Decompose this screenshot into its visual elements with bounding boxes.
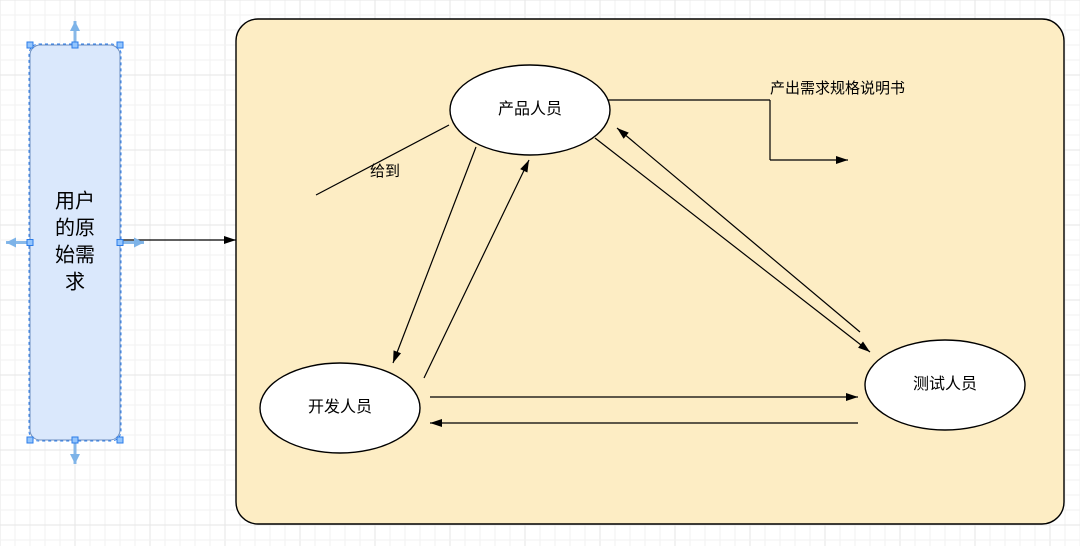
resize-handle[interactable] xyxy=(117,437,123,443)
resize-handle[interactable] xyxy=(27,42,33,48)
connect-arrow-up[interactable] xyxy=(70,21,80,43)
user-requirement-label-line: 用户 xyxy=(55,189,95,212)
resize-handle[interactable] xyxy=(27,240,33,246)
node-dev[interactable]: 开发人员 xyxy=(260,363,420,453)
node-label-product: 产品人员 xyxy=(498,100,562,118)
user-requirement-label-line: 的原 xyxy=(55,216,95,239)
user-requirement-label-line: 始需 xyxy=(55,243,95,266)
node-label-test: 测试人员 xyxy=(913,375,977,393)
resize-handle[interactable] xyxy=(72,42,78,48)
resize-handle[interactable] xyxy=(72,437,78,443)
edge-label-label-given: 给到 xyxy=(370,163,400,180)
node-product[interactable]: 产品人员 xyxy=(450,65,610,155)
node-user-requirement[interactable]: 用户的原始需求 xyxy=(6,21,144,464)
connect-arrow-down[interactable] xyxy=(70,442,80,464)
node-test[interactable]: 测试人员 xyxy=(865,340,1025,430)
resize-handle[interactable] xyxy=(117,42,123,48)
resize-handle[interactable] xyxy=(117,240,123,246)
flowchart-diagram[interactable]: 给到 产出需求规格说明书产品人员开发人员 测试人员 用户的原始需求 xyxy=(0,0,1080,546)
resize-handle[interactable] xyxy=(27,437,33,443)
edge-label-spec-out-h: 产出需求规格说明书 xyxy=(770,80,905,97)
connect-arrow-right[interactable] xyxy=(122,238,144,248)
node-label-dev: 开发人员 xyxy=(308,398,372,416)
connect-arrow-left[interactable] xyxy=(6,238,28,248)
diagram-canvas[interactable]: 给到 产出需求规格说明书产品人员开发人员 测试人员 用户的原始需求 xyxy=(0,0,1080,546)
user-requirement-label-line: 求 xyxy=(65,270,85,293)
